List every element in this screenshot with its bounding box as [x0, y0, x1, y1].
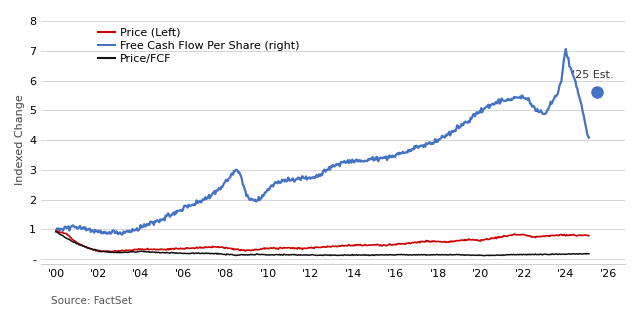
Text: Source: FactSet: Source: FactSet	[51, 296, 132, 306]
Y-axis label: Indexed Change: Indexed Change	[15, 94, 25, 185]
Text: '25 Est.: '25 Est.	[572, 70, 614, 80]
Legend: Price (Left), Free Cash Flow Per Share (right), Price/FCF: Price (Left), Free Cash Flow Per Share (…	[93, 23, 304, 69]
